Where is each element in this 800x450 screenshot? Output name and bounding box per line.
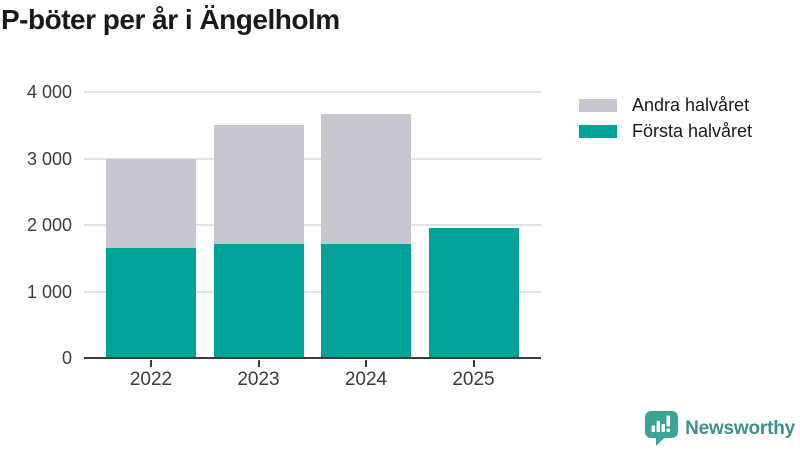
newsworthy-logo: Newsworthy [645, 411, 795, 447]
x-axis-tick [472, 360, 475, 367]
legend-label-andra-halvaret: Andra halvåret [632, 94, 750, 115]
gridline-3000 [84, 157, 541, 160]
bar-2022-f-rsta-halv-ret [106, 248, 196, 358]
x-axis-label: 2023 [237, 369, 280, 390]
x-axis-label: 2024 [344, 369, 388, 390]
x-axis-label: 2025 [452, 369, 495, 390]
newsworthy-logo-icon [645, 411, 679, 446]
logo-mini-bar-3 [661, 424, 666, 432]
legend-label-forsta-halvaret: Första halvåret [632, 120, 753, 141]
x-axis-tick [365, 360, 367, 367]
legend: Andra halvåret Första halvåret [579, 92, 752, 144]
legend-item-forsta-halvaret: Första halvåret [579, 118, 752, 144]
gridline-2000 [84, 224, 541, 226]
bar-2023-f-rsta-halv-ret [213, 243, 304, 358]
chart-title: P-böter per år i Ängelholm [1, 4, 340, 35]
y-axis-label: 0 [61, 348, 72, 368]
y-axis-label: 1 000 [26, 281, 72, 302]
gridline-1000 [84, 290, 541, 293]
y-axis-label: 4 000 [26, 82, 72, 102]
logo-exclamation-dot [666, 428, 671, 432]
bar-2024-f-rsta-halv-ret [321, 244, 411, 358]
bar-2024-andra-halv-ret [321, 114, 411, 245]
legend-item-andra-halvaret: Andra halvåret [579, 92, 752, 118]
x-axis-line [84, 357, 541, 359]
logo-mini-bar-1 [651, 425, 656, 432]
y-axis-label: 3 000 [26, 148, 72, 169]
x-axis-label: 2022 [129, 369, 173, 390]
x-axis-tick [150, 360, 152, 367]
gridline-4000 [84, 91, 541, 93]
bar-2023-andra-halv-ret [213, 125, 304, 244]
bar-2025-f-rsta-halv-ret [428, 227, 519, 358]
logo-mini-bar-2 [656, 421, 661, 432]
logo-exclamation-bar [666, 415, 671, 427]
y-axis-label: 2 000 [26, 215, 72, 235]
legend-swatch-andra-halvaret [579, 98, 617, 112]
bar-2022-andra-halv-ret [106, 158, 196, 249]
x-axis-tick [257, 360, 260, 367]
legend-swatch-forsta-halvaret [579, 124, 617, 138]
newsworthy-logo-text: Newsworthy [685, 418, 795, 439]
